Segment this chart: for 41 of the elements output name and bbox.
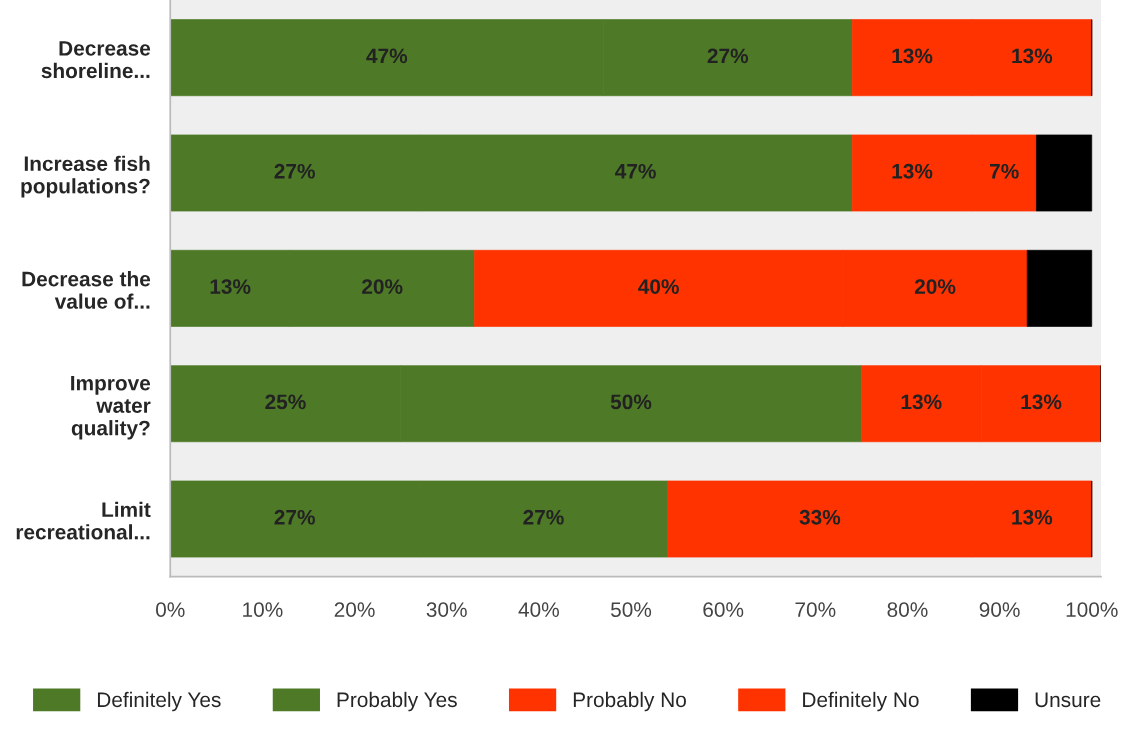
x-tick-label: 30%	[426, 602, 467, 617]
x-tick-label: 20%	[334, 602, 375, 617]
y-tick-label: Decrease the value of...	[22, 271, 151, 309]
y-tick-label: Decrease shoreline...	[41, 41, 151, 79]
x-tick-label: 70%	[795, 602, 836, 617]
data-label: 13%	[1012, 509, 1053, 525]
data-label: 13%	[1012, 48, 1053, 64]
data-label: 7%	[990, 163, 1019, 179]
y-tick-label: Limit recreational...	[16, 501, 151, 540]
x-tick-label: 60%	[703, 602, 744, 617]
y-tick-label: Increase fish populations?	[21, 155, 150, 198]
data-label: 20%	[914, 279, 956, 294]
x-tick-label: 0%	[156, 602, 185, 617]
legend-label: Definitely Yes	[97, 691, 221, 712]
x-tick-label: 80%	[887, 602, 928, 617]
data-label: 27%	[707, 48, 749, 64]
data-label: 13%	[1021, 394, 1062, 410]
legend-label: Definitely No	[803, 691, 919, 712]
data-label: 13%	[892, 48, 933, 64]
x-tick-label: 10%	[243, 602, 283, 617]
data-label: 50%	[610, 394, 652, 410]
data-label: 27%	[274, 163, 315, 179]
data-label: 27%	[523, 509, 564, 525]
x-tick-label: 40%	[518, 602, 559, 617]
data-label: 25%	[265, 394, 306, 410]
y-tick-label: Improve water quality?	[71, 375, 151, 440]
data-label: 27%	[274, 509, 315, 525]
data-label: 13%	[210, 279, 251, 294]
data-label: 40%	[638, 279, 679, 294]
data-label: 13%	[892, 163, 933, 179]
x-tick-label: 100%	[1066, 602, 1118, 617]
legend-label: Unsure	[1035, 692, 1101, 708]
legend-label: Probably Yes	[337, 691, 457, 712]
x-tick-label: 90%	[979, 602, 1020, 617]
data-label: 47%	[366, 48, 408, 64]
data-label: 13%	[901, 394, 942, 410]
x-tick-label: 50%	[610, 602, 652, 617]
legend-label: Probably No	[573, 691, 686, 712]
data-label: 47%	[615, 163, 656, 179]
data-label: 33%	[799, 509, 841, 525]
data-label: 20%	[362, 279, 403, 294]
